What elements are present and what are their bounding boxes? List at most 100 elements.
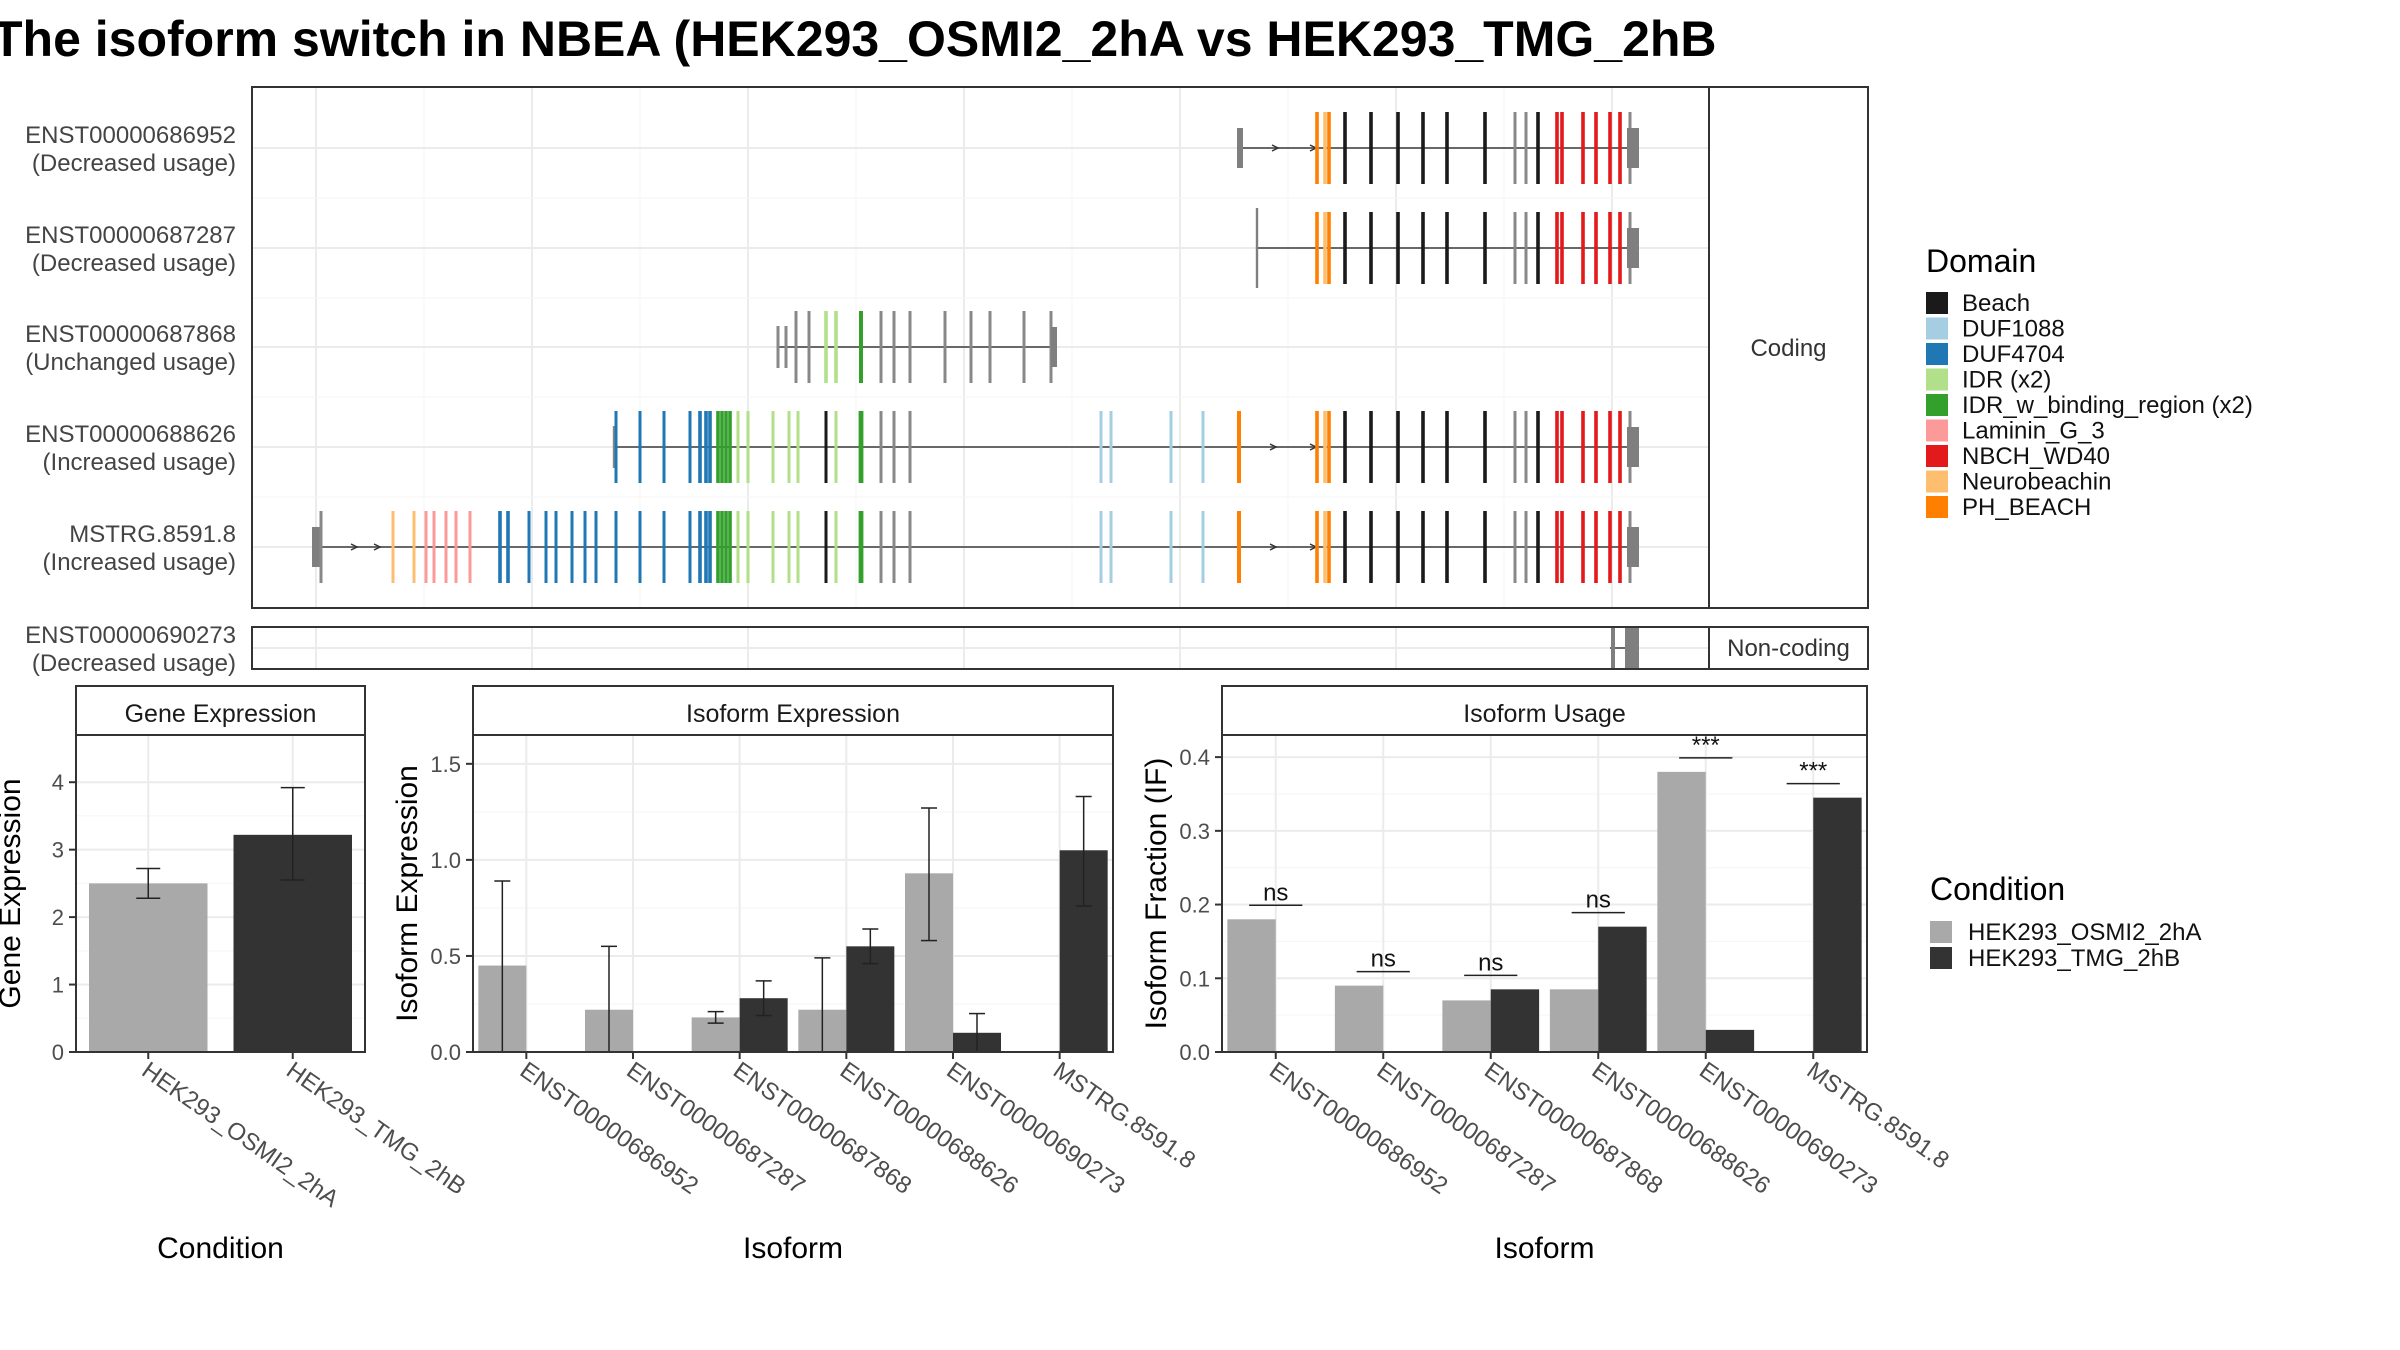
exon-bar [1618, 511, 1622, 583]
strand-arrow [350, 543, 359, 551]
bar [1490, 989, 1540, 1052]
exon-bar [1555, 212, 1559, 284]
domain-legend-key [1926, 368, 1948, 391]
condition-legend-title: Condition [1930, 871, 2065, 907]
exon-bar [824, 511, 828, 583]
exon-bar [796, 511, 800, 583]
x-axis-title: Condition [157, 1232, 284, 1265]
domain-legend-key [1926, 343, 1948, 365]
exon-bar [1524, 511, 1528, 583]
exon-bar [1022, 311, 1026, 383]
exon-bar [908, 511, 912, 583]
exon-bar [704, 411, 708, 483]
exon-bar [1421, 112, 1425, 184]
exon-bar [1327, 112, 1331, 184]
domain-legend-key [1926, 496, 1948, 518]
exon-bar [432, 511, 436, 583]
exon-bar [1327, 411, 1331, 483]
exon-bar [728, 411, 732, 483]
x-tick-label: ENST00000686952 [1264, 1057, 1452, 1200]
exon-bar [1169, 411, 1173, 483]
strand-arrow [1269, 443, 1278, 451]
exon-bar [1560, 212, 1564, 284]
exon-bar [1618, 411, 1622, 483]
strand-arrow [373, 543, 382, 551]
utr-block [1627, 228, 1639, 268]
exon-bar [506, 511, 510, 583]
facet-strip-noncoding [1708, 626, 1869, 670]
bar-chart-3: Isoform Usage 0.0 0.1 0.2 0.3 0.4 ENST00000686… [1140, 685, 1954, 1265]
plot-border [75, 734, 366, 1053]
y-tick-label: 2 [52, 905, 64, 930]
exon-bar [1369, 112, 1373, 184]
significance-label: ns [1478, 949, 1503, 976]
utr-block [1625, 628, 1639, 668]
exon-bar [834, 411, 838, 483]
domain-legend-label: DUF1088 [1962, 316, 2065, 343]
exon-bar [570, 511, 574, 583]
exon-bar [724, 511, 728, 583]
y-tick-label: 0 [52, 1040, 64, 1065]
exon-bar [736, 511, 740, 583]
y-axis-title: Isoform Fraction (IF) [1140, 758, 1173, 1030]
exon-bar [892, 511, 896, 583]
exon-bar [698, 511, 702, 583]
exon-bar [988, 311, 992, 383]
exon-bar [1099, 411, 1103, 483]
domain-legend-key [1926, 470, 1948, 493]
exon-bar [908, 411, 912, 483]
exon-bar [412, 511, 416, 583]
significance-label: ns [1586, 887, 1611, 914]
exon-bar [1396, 112, 1400, 184]
exon-bar [1445, 112, 1449, 184]
exon-bar [724, 411, 728, 483]
exon-bar [746, 511, 750, 583]
exon-bar [1109, 511, 1113, 583]
exon-bar [771, 511, 775, 583]
facet-label-coding: Coding [1750, 335, 1826, 362]
bar [1657, 771, 1706, 1052]
exon-bar [1560, 511, 1564, 583]
exon-bar [424, 511, 428, 583]
bar-chart-2: Isoform Expression0.00.51.01.5ENST000006… [391, 685, 1200, 1265]
exon-bar [1323, 212, 1327, 284]
utr-block [1051, 327, 1057, 367]
panel-title: Isoform Expression [686, 700, 900, 728]
exon-bar [1369, 411, 1373, 483]
exon-bar [1396, 212, 1400, 284]
exon-bar [662, 411, 666, 483]
exon-bar [736, 411, 740, 483]
exon-bar [858, 411, 864, 483]
y-tick-label: 1.0 [430, 848, 461, 873]
panel-title: Isoform Usage [1463, 700, 1626, 728]
exon-bar [1201, 411, 1205, 483]
domain-legend-label: DUF4704 [1962, 341, 2065, 368]
exon-bar [708, 411, 712, 483]
significance-label: *** [1799, 758, 1827, 785]
exon-bar [1560, 411, 1564, 483]
exon-bar [1109, 411, 1113, 483]
exon-bar [1201, 511, 1205, 583]
y-tick-label: 3 [52, 838, 64, 863]
exon-bar [1555, 411, 1559, 483]
significance-label: *** [1692, 732, 1720, 759]
exon-bar [704, 511, 708, 583]
transcript-usage-label: (Increased usage) [43, 449, 236, 476]
exon-bar [1524, 212, 1528, 284]
panel-title-strip [472, 685, 1114, 736]
transcript-structure-panel [251, 86, 1869, 670]
exon-bar [1594, 411, 1598, 483]
utr-block [312, 527, 320, 567]
y-tick-label: 0.0 [430, 1040, 461, 1065]
transcript-usage-label: (Increased usage) [43, 549, 236, 576]
panel-title-strip [75, 685, 366, 736]
strand-arrow [1269, 543, 1278, 551]
y-tick-label: 4 [52, 770, 64, 795]
transcript-id-label: ENST00000687287 [25, 222, 236, 249]
domain-legend-label: PH_BEACH [1962, 494, 2091, 521]
transcript-id-label: ENST00000686952 [25, 122, 236, 149]
exon-bar [1513, 411, 1517, 483]
condition-legend-key [1930, 921, 1952, 943]
exon-bar [698, 411, 702, 483]
